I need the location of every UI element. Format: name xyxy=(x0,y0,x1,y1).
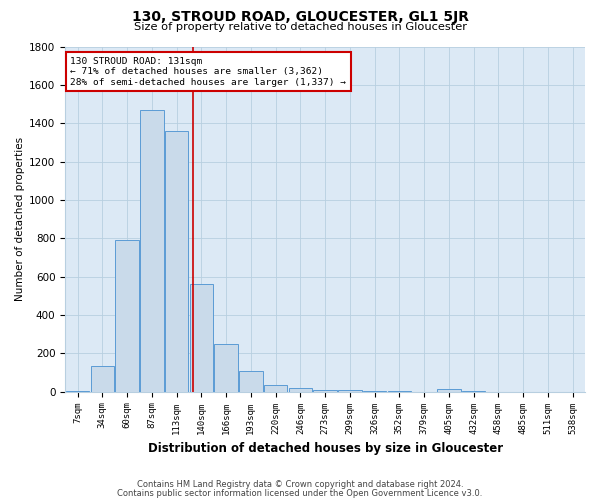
Bar xyxy=(313,390,337,392)
Text: Size of property relative to detached houses in Gloucester: Size of property relative to detached ho… xyxy=(133,22,467,32)
Text: 130 STROUD ROAD: 131sqm
← 71% of detached houses are smaller (3,362)
28% of semi: 130 STROUD ROAD: 131sqm ← 71% of detache… xyxy=(70,57,346,86)
Text: Contains public sector information licensed under the Open Government Licence v3: Contains public sector information licen… xyxy=(118,488,482,498)
Bar xyxy=(165,131,188,392)
Bar xyxy=(91,366,114,392)
Text: 130, STROUD ROAD, GLOUCESTER, GL1 5JR: 130, STROUD ROAD, GLOUCESTER, GL1 5JR xyxy=(131,10,469,24)
Bar xyxy=(239,370,263,392)
Bar xyxy=(190,284,213,392)
Bar xyxy=(338,390,362,392)
Y-axis label: Number of detached properties: Number of detached properties xyxy=(15,137,25,301)
Text: Contains HM Land Registry data © Crown copyright and database right 2024.: Contains HM Land Registry data © Crown c… xyxy=(137,480,463,489)
Bar xyxy=(66,390,89,392)
Bar xyxy=(437,389,461,392)
Bar xyxy=(289,388,312,392)
Bar xyxy=(264,385,287,392)
Bar xyxy=(363,390,386,392)
X-axis label: Distribution of detached houses by size in Gloucester: Distribution of detached houses by size … xyxy=(148,442,503,455)
Bar xyxy=(115,240,139,392)
Bar xyxy=(388,391,411,392)
Bar xyxy=(140,110,164,392)
Bar xyxy=(214,344,238,392)
Bar xyxy=(462,391,485,392)
